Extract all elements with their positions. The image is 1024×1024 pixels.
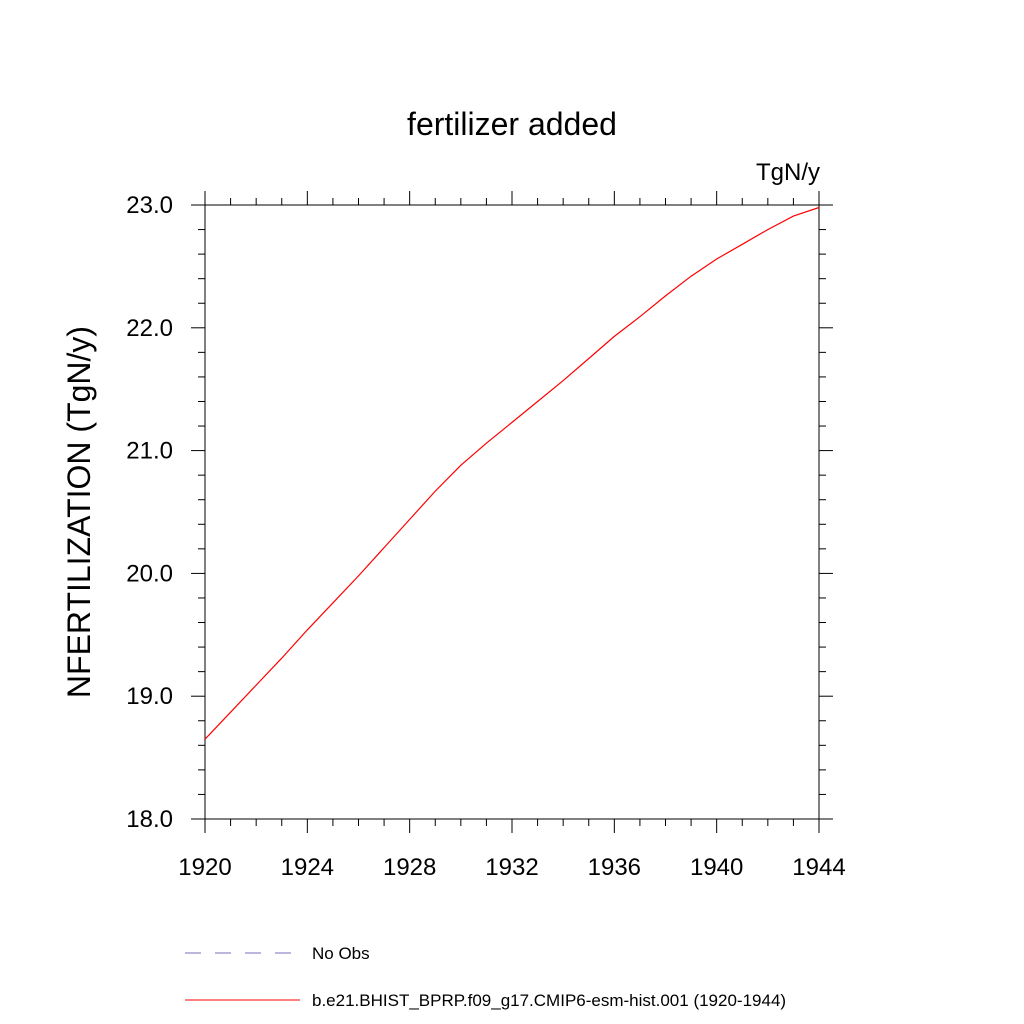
x-tick-label: 1920 xyxy=(178,854,231,881)
x-tick-label: 1944 xyxy=(792,854,845,881)
legend: No Obs b.e21.BHIST_BPRP.f09_g17.CMIP6-esm… xyxy=(185,944,786,1010)
y-tick-label: 22.0 xyxy=(126,315,173,342)
y-axis-label: NFERTILIZATION (TgN/y) xyxy=(61,326,97,698)
x-tick-label: 1924 xyxy=(281,854,334,881)
y-tick-label: 20.0 xyxy=(126,560,173,587)
x-tick-label: 1928 xyxy=(383,854,436,881)
y-tick-label: 18.0 xyxy=(126,806,173,833)
chart-title: fertilizer added xyxy=(407,106,617,142)
units-label: TgN/y xyxy=(756,159,820,186)
series-layer xyxy=(204,206,820,740)
legend-label: b.e21.BHIST_BPRP.f09_g17.CMIP6-esm-hist.… xyxy=(312,991,786,1010)
legend-label: No Obs xyxy=(312,944,370,963)
y-axis: 18.0 19.0 20.0 21.0 22.0 23.0 xyxy=(126,192,833,833)
x-tick-label: 1932 xyxy=(485,854,538,881)
y-tick-label: 21.0 xyxy=(126,438,173,465)
x-tick-label: 1940 xyxy=(690,854,743,881)
y-tick-label: 23.0 xyxy=(126,192,173,219)
series-line xyxy=(204,206,820,740)
plot-frame xyxy=(204,204,820,820)
x-tick-label: 1936 xyxy=(588,854,641,881)
x-axis: 1920 1924 1928 1932 1936 1940 1944 xyxy=(178,191,846,881)
y-tick-label: 19.0 xyxy=(126,683,173,710)
